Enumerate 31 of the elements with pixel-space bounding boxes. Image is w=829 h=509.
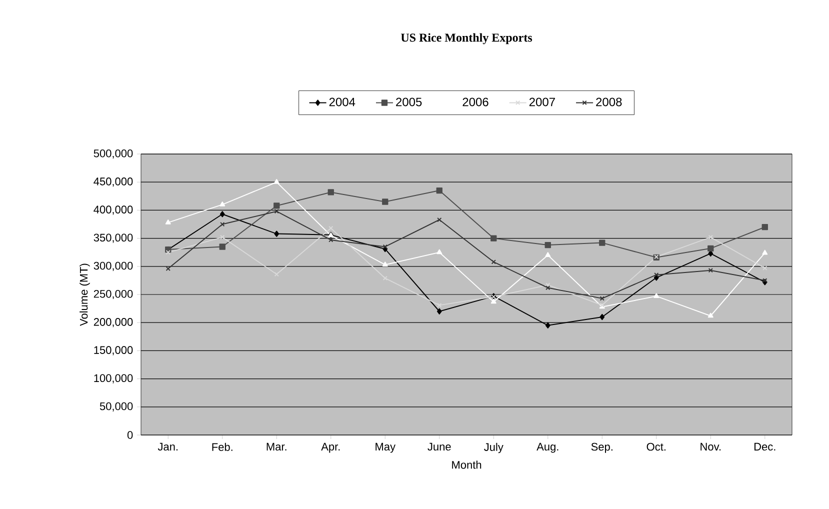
x-tick-label: Apr.: [321, 442, 340, 453]
y-tick-label: 200,000: [94, 318, 133, 328]
x-tick-label: July: [484, 442, 504, 454]
x-tick-label: Mar.: [266, 442, 286, 451]
y-tick-label: 500,000: [94, 149, 133, 159]
legend-label: 2008: [596, 98, 622, 106]
legend-label: 2005: [396, 98, 422, 106]
y-tick-label: 100,000: [94, 374, 133, 384]
y-axis-title: Volume (MT): [80, 264, 90, 326]
y-tick-label: 150,000: [94, 346, 133, 356]
y-tick-label: 450,000: [94, 178, 133, 187]
y-tick-label: 0: [127, 431, 133, 439]
y-tick-label: 400,000: [94, 206, 133, 215]
y-tick-label: 350,000: [94, 234, 133, 243]
x-tick-label: Sep.: [591, 442, 612, 453]
legend-label: 2004: [329, 98, 356, 106]
x-tick-label: Dec.: [754, 442, 776, 451]
legend-label: 2007: [529, 98, 555, 106]
x-axis-title: Month: [452, 460, 482, 469]
y-tick-label: 300,000: [94, 262, 133, 271]
x-tick-label: Feb.: [212, 442, 232, 451]
chart-title: US Rice Monthly Exports: [400, 33, 532, 44]
x-tick-label: June: [428, 442, 451, 451]
x-tick-label: Aug.: [536, 442, 558, 453]
x-tick-label: Jan.: [158, 442, 178, 451]
x-tick-label: Nov.: [700, 442, 721, 451]
x-tick-label: Oct.: [646, 442, 666, 451]
text: 2006: [462, 98, 488, 106]
y-tick-label: 250,000: [94, 290, 133, 300]
x-tick-label: May: [376, 442, 396, 453]
y-tick-label: 50,000: [100, 402, 133, 412]
